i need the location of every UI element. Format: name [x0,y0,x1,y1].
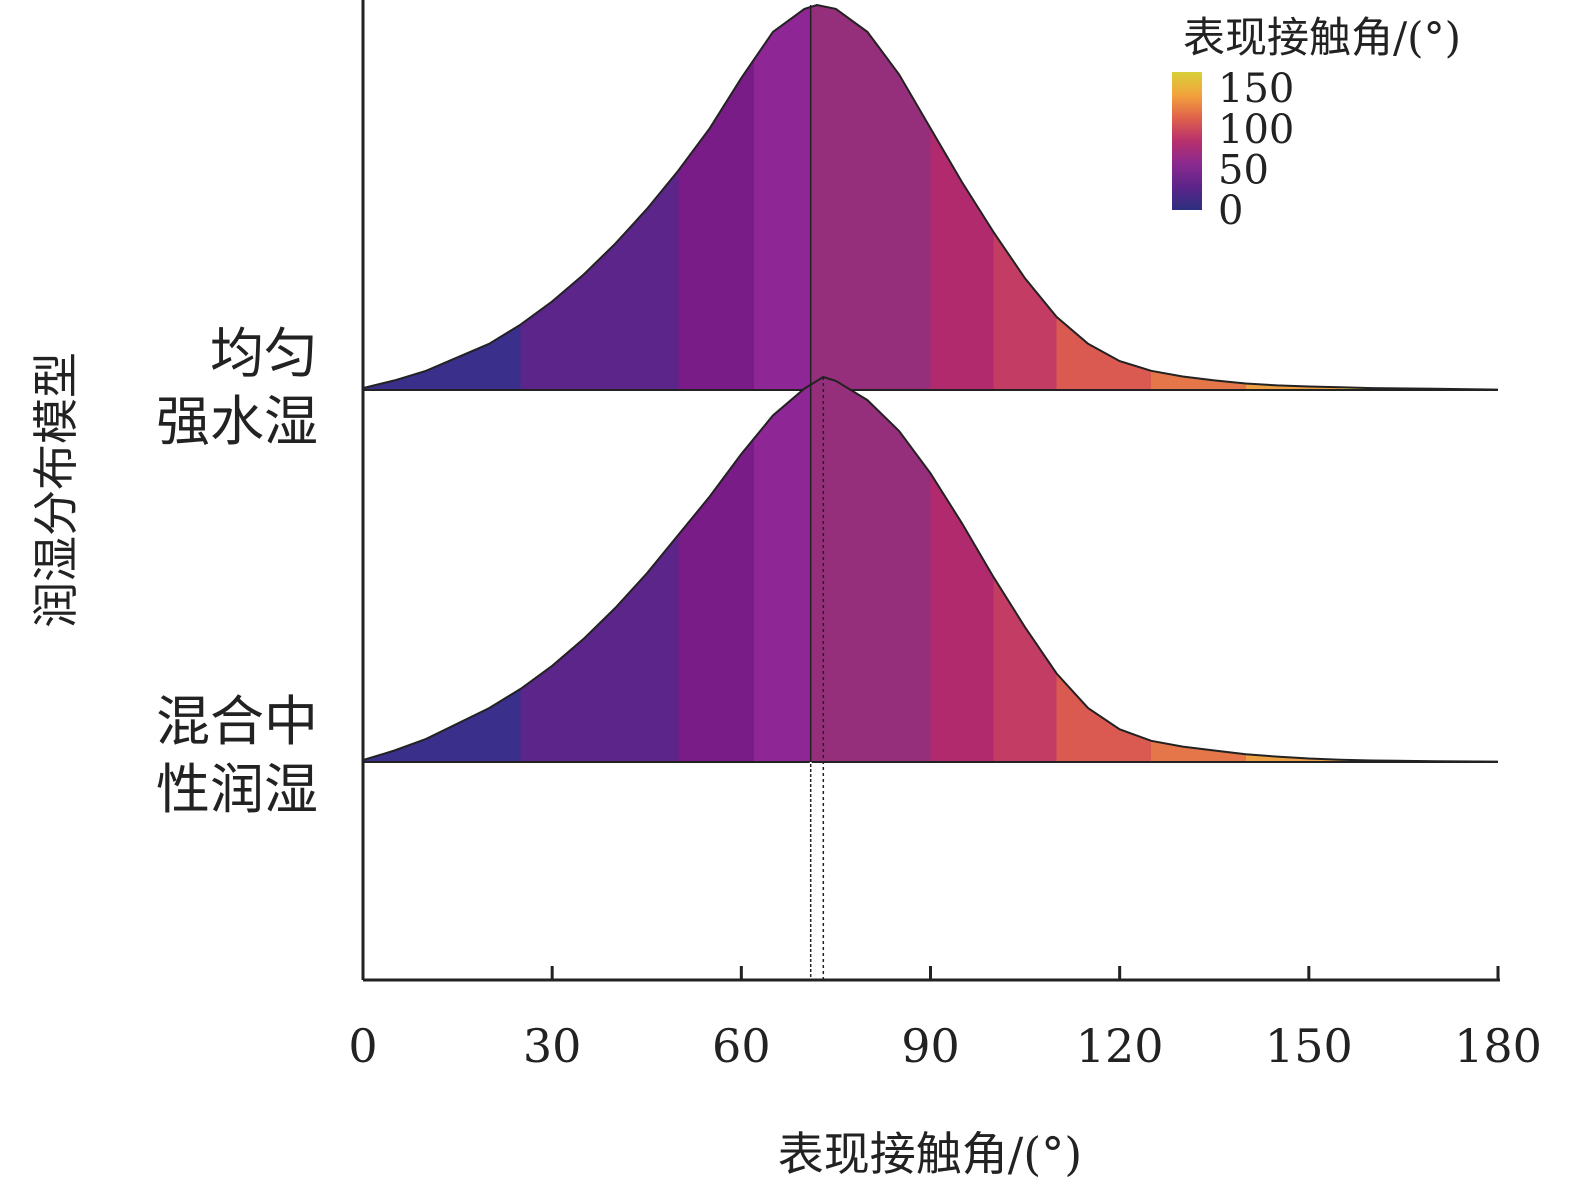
legend-tick-0: 0 [1218,188,1243,234]
legend-colorbar [1172,72,1202,210]
x-tick-label-180: 180 [1454,1019,1542,1073]
ridge-1: 均匀强水湿 [156,3,1499,453]
y-axis-title: 润湿分布模型 [29,352,83,628]
category-label-2-line-1: 混合中 [156,690,318,753]
category-label-1-line-1: 均匀 [210,322,318,385]
x-tick-label-120: 120 [1076,1019,1164,1073]
ridge-2: 混合中性润湿 [156,375,1499,821]
x-tick-label-90: 90 [901,1019,960,1073]
ridge-area-2 [363,377,1498,762]
x-tick-label-150: 150 [1265,1019,1353,1073]
x-axis-title: 表现接触角/(°) [778,1127,1082,1181]
category-label-1-line-2: 强水湿 [156,390,318,453]
category-label-2: 混合中性润湿 [156,690,318,821]
ridge-area-1 [363,5,1498,390]
legend-title: 表现接触角/(°) [1183,13,1461,62]
legend-tick-150: 150 [1218,66,1294,112]
x-tick-label-30: 30 [523,1019,582,1073]
legend-tick-100: 100 [1218,107,1294,153]
category-label-2-line-2: 性润湿 [156,758,318,821]
x-tick-label-0: 0 [348,1019,377,1073]
ridge-outline-1 [362,3,1499,391]
legend-tick-50: 50 [1218,147,1269,193]
x-tick-label-60: 60 [712,1019,771,1073]
ridge-outline-2 [362,375,1499,763]
x-ticks-group: 0 30 60 90 120 150 180 [348,966,1542,1073]
category-label-1: 均匀强水湿 [156,322,318,453]
